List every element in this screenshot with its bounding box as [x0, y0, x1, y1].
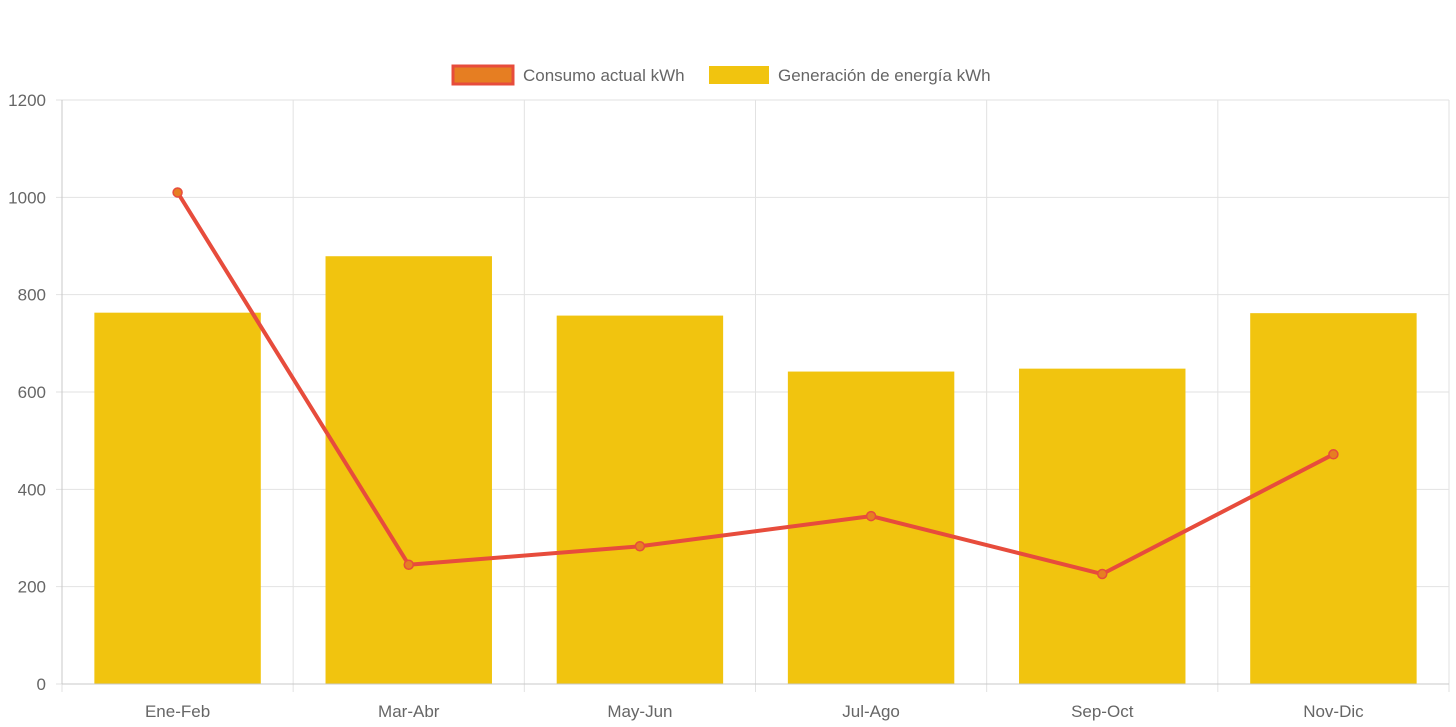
x-tick-label-sep-oct: Sep-Oct: [1071, 702, 1134, 721]
y-tick-label-5: 1000: [8, 188, 46, 207]
x-tick-label-nov-dic: Nov-Dic: [1303, 702, 1364, 721]
x-axis-tick-labels: Ene-Feb Mar-Abr May-Jun Jul-Ago Sep-Oct Nov-D…: [145, 702, 1364, 721]
point-ene-feb[interactable]: [172, 187, 183, 198]
point-jul-ago[interactable]: [865, 510, 877, 522]
y-tick-label-4: 800: [18, 286, 46, 305]
line-series-consumo: [172, 187, 1339, 580]
y-tick-label-1: 200: [18, 578, 46, 597]
axes: [61, 100, 1449, 685]
consumo-line: [175, 191, 1335, 577]
x-tick-label-ene-feb: Ene-Feb: [145, 702, 210, 721]
x-tick-label-may-jun: May-Jun: [607, 702, 672, 721]
y-tick-label-0: 0: [37, 675, 46, 694]
bar-series-generacion: [94, 256, 1417, 684]
point-sep-oct[interactable]: [1097, 568, 1108, 580]
legend-swatch-generacion[interactable]: [709, 66, 769, 84]
y-tick-label-3: 600: [18, 383, 46, 402]
legend: Consumo actual kWh Generación de energía…: [451, 64, 991, 86]
bar-nov-dic[interactable]: [1250, 313, 1417, 684]
bar-ene-feb[interactable]: [94, 312, 261, 684]
point-mar-abr[interactable]: [403, 559, 414, 571]
point-may-jun[interactable]: [634, 541, 646, 552]
point-nov-dic[interactable]: [1328, 449, 1339, 460]
x-tick-label-mar-abr: Mar-Abr: [378, 702, 440, 721]
bar-jul-ago[interactable]: [787, 371, 955, 684]
legend-label-consumo[interactable]: Consumo actual kWh: [523, 66, 685, 85]
y-axis-tick-labels: 0 200 400 600 800 1000 1200: [8, 91, 46, 694]
legend-label-generacion[interactable]: Generación de energía kWh: [778, 66, 991, 85]
x-tick-label-jul-ago: Jul-Ago: [842, 702, 900, 721]
bar-mar-abr[interactable]: [325, 256, 492, 684]
bar-sep-oct[interactable]: [1019, 368, 1186, 684]
y-tick-label-2: 400: [18, 480, 46, 499]
legend-swatch-consumo[interactable]: [451, 64, 515, 86]
bar-may-jun[interactable]: [556, 315, 724, 684]
y-tick-label-6: 1200: [8, 91, 46, 110]
grid-lines: [56, 99, 1450, 692]
